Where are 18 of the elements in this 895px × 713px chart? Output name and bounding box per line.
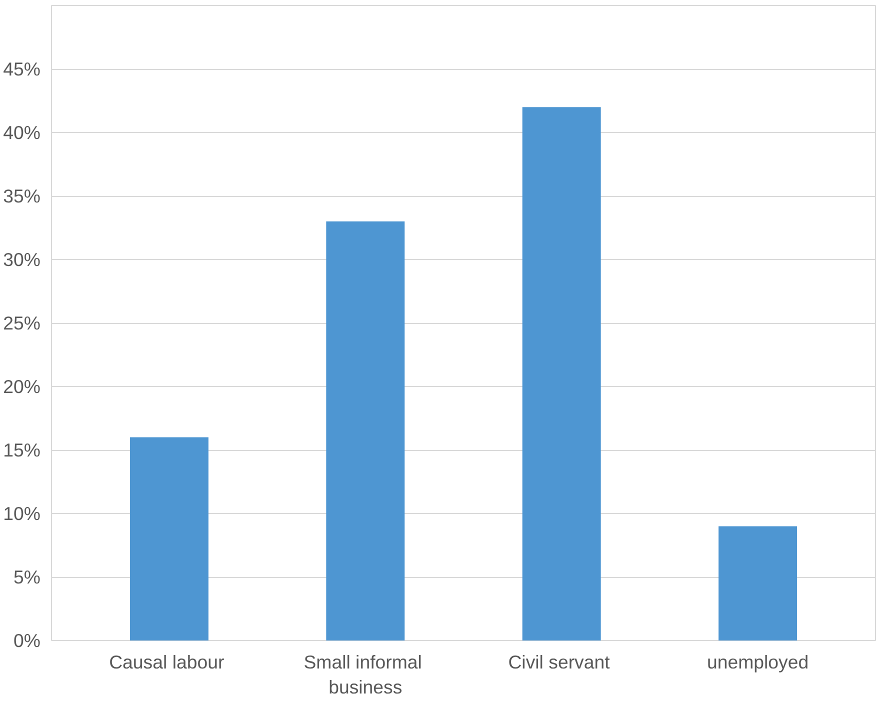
- x-tick-label: Civil servant: [508, 652, 611, 672]
- bar: [522, 107, 601, 640]
- y-tick-label: 45%: [3, 58, 41, 80]
- y-tick-label: 35%: [3, 186, 41, 206]
- x-tick-label: Small informal business: [304, 652, 422, 698]
- y-tick-label: 20%: [3, 376, 41, 397]
- y-tick-label: 30%: [3, 249, 41, 270]
- bar: [718, 526, 798, 640]
- y-tick-label: 5%: [14, 566, 41, 588]
- bar: [326, 221, 405, 640]
- x-tick-label: Causal labour: [109, 652, 224, 672]
- y-tick-label: 0%: [14, 630, 41, 651]
- bar: [130, 437, 208, 640]
- y-tick-label: 10%: [3, 503, 41, 524]
- y-tick-label: 15%: [3, 440, 41, 460]
- y-tick-label: 40%: [3, 122, 41, 143]
- x-tick-label: unemployed: [706, 652, 809, 672]
- y-tick-label: 25%: [3, 312, 41, 334]
